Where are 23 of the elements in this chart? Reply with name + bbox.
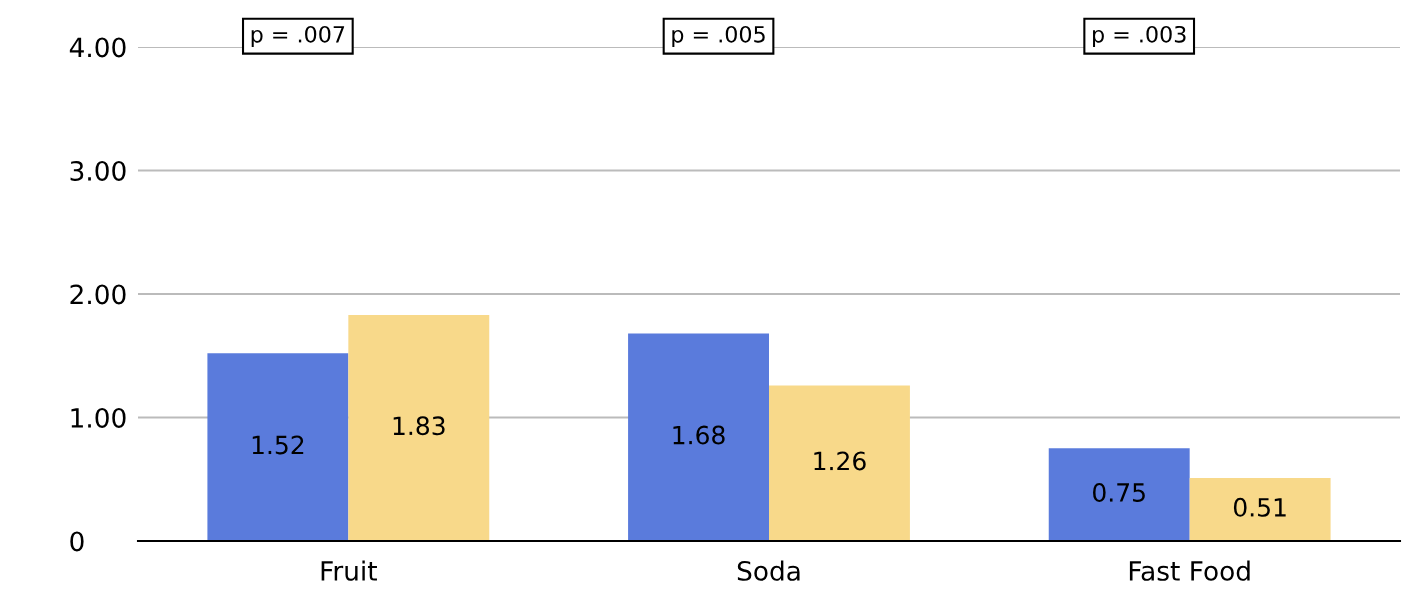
bar <box>769 385 910 541</box>
data-label: 0.75 <box>1093 483 1145 502</box>
bar <box>348 314 490 541</box>
y-tick-label: 0 <box>70 531 84 552</box>
y-tick-label: 2.00 <box>70 284 126 305</box>
annotation: p = .007 <box>251 25 345 47</box>
annotation: p = .003 <box>1093 25 1186 47</box>
y-tick-label: 4.00 <box>69 37 126 58</box>
y-tick-label: 1.00 <box>71 407 126 428</box>
annotation: p = .005 <box>672 25 765 47</box>
x-tick-label: Fast Food <box>1129 560 1250 581</box>
data-label: 1.68 <box>673 425 725 445</box>
bar <box>207 353 349 541</box>
bar <box>1048 448 1190 541</box>
x-tick-label: Fruit <box>321 560 377 581</box>
x-tick-label: Soda <box>737 560 800 581</box>
bar <box>1189 478 1331 541</box>
data-label: 1.26 <box>814 451 866 471</box>
data-label: 0.51 <box>1233 497 1286 517</box>
data-label: 1.83 <box>393 416 445 436</box>
y-tick-label: 3.00 <box>70 160 126 181</box>
bar <box>628 333 769 541</box>
data-label: 1.52 <box>252 435 304 455</box>
